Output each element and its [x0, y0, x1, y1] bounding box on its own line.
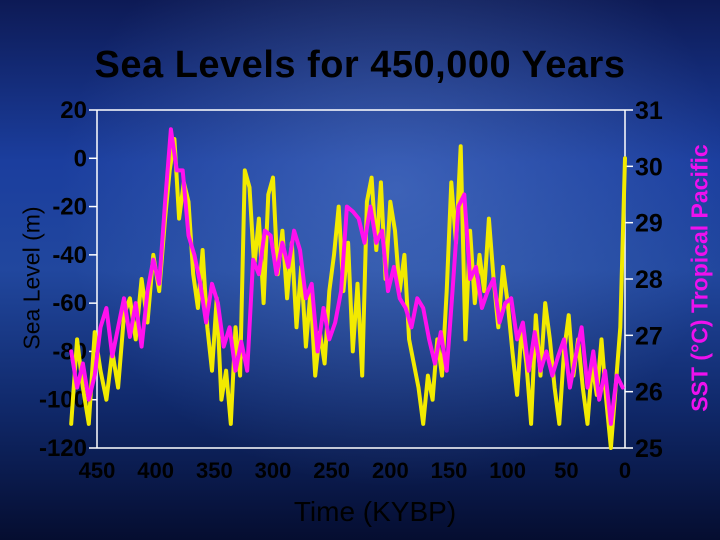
y-tick-label: -100 — [39, 387, 87, 414]
y2-tick-label: 30 — [635, 153, 663, 181]
y-tick-label: -60 — [52, 290, 87, 317]
x-axis-label: Time (KYBP) — [293, 496, 457, 527]
x-tick-label: 250 — [313, 458, 350, 483]
y-tick-label: -20 — [52, 194, 87, 221]
x-tick-label: 400 — [137, 458, 174, 483]
series-line-1 — [69, 137, 627, 450]
x-tick-label: 50 — [554, 458, 578, 483]
y2-tick-label: 31 — [635, 97, 663, 125]
y2-tick-label: 25 — [635, 435, 663, 463]
x-tick-label: 150 — [431, 458, 468, 483]
x-tick-label: 200 — [372, 458, 409, 483]
y-tick-label: 0 — [74, 145, 87, 172]
x-tick-label: 0 — [619, 458, 631, 483]
y2-tick-label: 27 — [635, 322, 663, 350]
y2-tick-label: 26 — [635, 379, 663, 407]
y2-tick-label: 29 — [635, 210, 663, 238]
y-tick-label: -40 — [52, 242, 87, 269]
chart-title: Sea Levels for 450,000 Years — [94, 44, 626, 86]
x-tick-label: 300 — [255, 458, 292, 483]
y-tick-label: 20 — [60, 97, 87, 124]
x-tick-label: 350 — [196, 458, 233, 483]
y2-tick-label: 28 — [635, 266, 663, 294]
x-tick-label: 450 — [79, 458, 116, 483]
series-line-2 — [69, 127, 625, 426]
y-tick-label: -120 — [39, 435, 87, 462]
x-tick-label: 100 — [489, 458, 526, 483]
